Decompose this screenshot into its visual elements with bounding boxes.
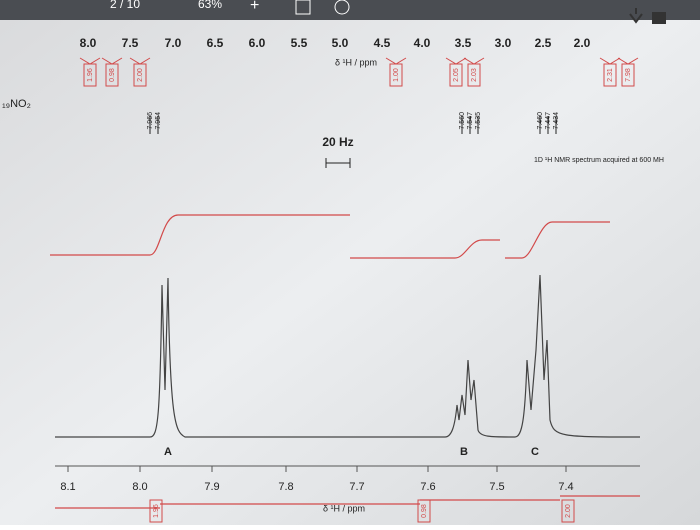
integral-box (83, 63, 97, 87)
integral-box (621, 63, 635, 87)
bottom-axis-label: δ ¹H / ppm (323, 503, 365, 513)
top-tick-label: 7.5 (122, 36, 139, 50)
top-axis-label: δ ¹H / ppm (335, 57, 377, 67)
top-tick-label: 8.0 (80, 36, 97, 50)
integral-label: 2.00 (565, 504, 572, 518)
top-tick-label: 6.5 (207, 36, 224, 50)
spectrum (55, 274, 641, 438)
top-tick-label: 5.5 (291, 36, 308, 50)
page-count: 2 / 10 (110, 0, 140, 11)
bottom-tick-label: 7.8 (278, 481, 293, 493)
formula: ₁₉NO₂ (2, 98, 31, 110)
top-tick-label: 6.0 (249, 36, 266, 50)
bottom-tick-label: 7.6 (420, 481, 435, 493)
bottom-tick-label: 7.4 (558, 481, 573, 493)
scale-bar-label: 20 Hz (322, 135, 353, 149)
zoom[interactable]: 63% (198, 0, 222, 11)
bottom-tick-label: 7.9 (204, 481, 219, 493)
bottom-tick-label: 7.7 (349, 481, 364, 493)
integral-label: 1.96 (153, 504, 160, 518)
top-tick-label: 3.0 (495, 36, 512, 50)
integral-box (561, 499, 575, 523)
integral-label: 2.05 (453, 68, 460, 82)
integral-box (133, 63, 147, 87)
integral-box (105, 63, 119, 87)
integral-label: 2.03 (471, 68, 478, 82)
zoom-in[interactable]: + (250, 0, 259, 14)
scale-bar (325, 158, 351, 168)
bottom-tick-label: 8.1 (60, 481, 75, 493)
top-tick-label: 2.0 (574, 36, 591, 50)
top-tick-label: 3.5 (455, 36, 472, 50)
integral-label: 7.98 (625, 68, 632, 82)
integral-label: 2.00 (137, 68, 144, 82)
top-tick-label: 4.0 (414, 36, 431, 50)
peak-letter: A (164, 446, 172, 458)
integral-label: 0.98 (109, 68, 116, 82)
peak-letter: B (460, 446, 468, 458)
integral-label: 0.98 (421, 504, 428, 518)
integral-box (389, 63, 403, 87)
bottom-tick-label: 8.0 (132, 481, 147, 493)
integral-label: 1.96 (87, 68, 94, 82)
note: 1D ¹H NMR spectrum acquired at 600 MH (534, 157, 664, 164)
rotate-icon[interactable] (334, 0, 350, 15)
print-icon[interactable] (652, 12, 666, 24)
integral-box (467, 63, 481, 87)
top-tick-label: 2.5 (535, 36, 552, 50)
integral-box (603, 63, 617, 87)
toolbar (0, 0, 700, 20)
integral-box (449, 63, 463, 87)
integral-box (417, 499, 431, 523)
bottom-tick-label: 7.5 (489, 481, 504, 493)
top-tick-label: 5.0 (332, 36, 349, 50)
download-icon[interactable] (629, 8, 643, 24)
integral-curves (50, 214, 640, 509)
integral-label: 2.31 (607, 68, 614, 82)
peak-letter: C (531, 446, 539, 458)
integral-box (149, 499, 163, 523)
top-tick-label: 4.5 (374, 36, 391, 50)
fit-icon[interactable] (295, 0, 311, 15)
top-tick-label: 7.0 (165, 36, 182, 50)
integral-label: 1.00 (393, 68, 400, 82)
